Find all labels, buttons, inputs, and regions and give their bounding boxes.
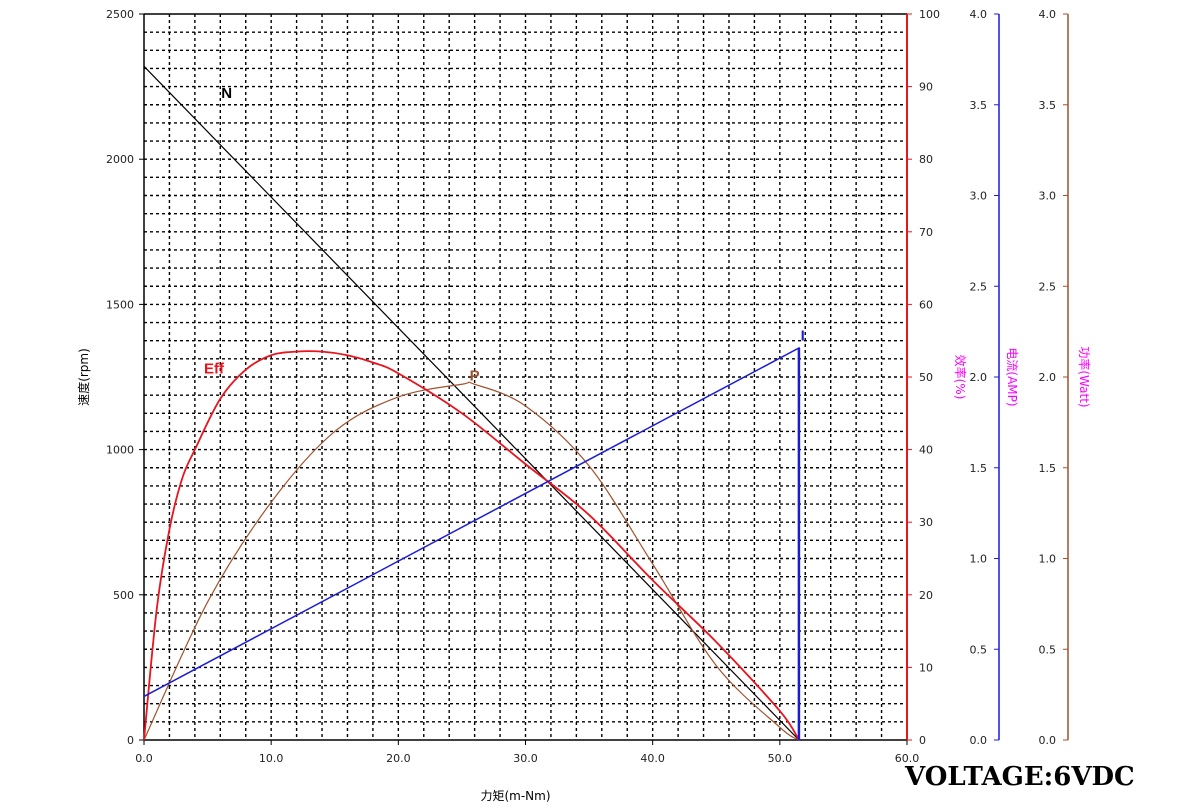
current-tick-label: 2.5 xyxy=(970,280,988,293)
current-tick-label: 0.5 xyxy=(970,643,988,656)
efficiency-tick-label: 10 xyxy=(919,661,933,674)
series-label-n: N xyxy=(221,85,232,102)
x-tick-label: 50.0 xyxy=(768,752,793,765)
speed-tick-label: 1500 xyxy=(106,298,134,311)
series-line-eff xyxy=(143,350,800,741)
power-tick-label: 4.0 xyxy=(1039,8,1057,21)
speed-tick-label: 0 xyxy=(127,734,134,747)
efficiency-tick-label: 60 xyxy=(919,298,933,311)
x-axis-title: 力矩(m-Nm) xyxy=(480,789,550,803)
voltage-label: VOLTAGE:6VDC xyxy=(905,762,1135,792)
power-tick-label: 1.0 xyxy=(1039,553,1057,566)
power-tick-label: 2.5 xyxy=(1039,280,1057,293)
series-lines xyxy=(143,65,801,741)
x-tick-label: 0.0 xyxy=(135,752,153,765)
efficiency-tick-label: 20 xyxy=(919,589,933,602)
speed-tick-label: 1000 xyxy=(106,444,134,457)
power-tick-label: 1.5 xyxy=(1039,462,1057,475)
grid xyxy=(144,14,907,740)
power-tick-label: 2.0 xyxy=(1039,371,1057,384)
power-tick-label: 0.0 xyxy=(1039,734,1057,747)
current-tick-label: 1.0 xyxy=(970,553,988,566)
current-tick-label: 3.5 xyxy=(970,99,988,112)
efficiency-tick-label: 80 xyxy=(919,153,933,166)
current-tick-label: 2.0 xyxy=(970,371,988,384)
speed-tick-label: 2000 xyxy=(106,153,134,166)
power-axis-title: 功率(Watt) xyxy=(1077,346,1092,407)
power-tick-label: 3.0 xyxy=(1039,190,1057,203)
current-axis-title: 电流(AMP) xyxy=(1005,347,1019,406)
speed-tick-label: 2500 xyxy=(106,8,134,21)
efficiency-tick-label: 90 xyxy=(919,81,933,94)
speed-axis-title: 速度(rpm) xyxy=(76,348,91,406)
current-tick-label: 3.0 xyxy=(970,190,988,203)
efficiency-tick-label: 50 xyxy=(919,371,933,384)
series-label-eff: Eff xyxy=(204,360,225,377)
x-tick-label: 60.0 xyxy=(895,752,920,765)
efficiency-tick-label: 0 xyxy=(919,734,926,747)
efficiency-tick-label: 30 xyxy=(919,516,933,529)
speed-tick-label: 500 xyxy=(113,589,134,602)
efficiency-axis-title: 效率(%) xyxy=(953,355,968,400)
series-line-n xyxy=(143,65,800,741)
efficiency-tick-label: 100 xyxy=(919,8,940,21)
current-tick-label: 1.5 xyxy=(970,462,988,475)
series-label-i: I xyxy=(801,328,805,345)
x-tick-label: 30.0 xyxy=(513,752,538,765)
series-label-p: P xyxy=(470,368,480,385)
series-line-p xyxy=(143,381,800,741)
efficiency-tick-label: 70 xyxy=(919,226,933,239)
series-labels: N P Eff I xyxy=(204,85,805,384)
power-tick-label: 3.5 xyxy=(1039,99,1057,112)
axes: 0.0 10.0 20.0 30.0 40.0 50.0 60.0力矩(m-Nm)05001… xyxy=(76,8,1092,803)
current-tick-label: 0.0 xyxy=(970,734,988,747)
efficiency-tick-label: 40 xyxy=(919,444,933,457)
current-tick-label: 4.0 xyxy=(970,8,988,21)
x-tick-label: 40.0 xyxy=(640,752,665,765)
x-tick-label: 20.0 xyxy=(386,752,411,765)
x-tick-label: 10.0 xyxy=(259,752,284,765)
power-tick-label: 0.5 xyxy=(1039,643,1057,656)
